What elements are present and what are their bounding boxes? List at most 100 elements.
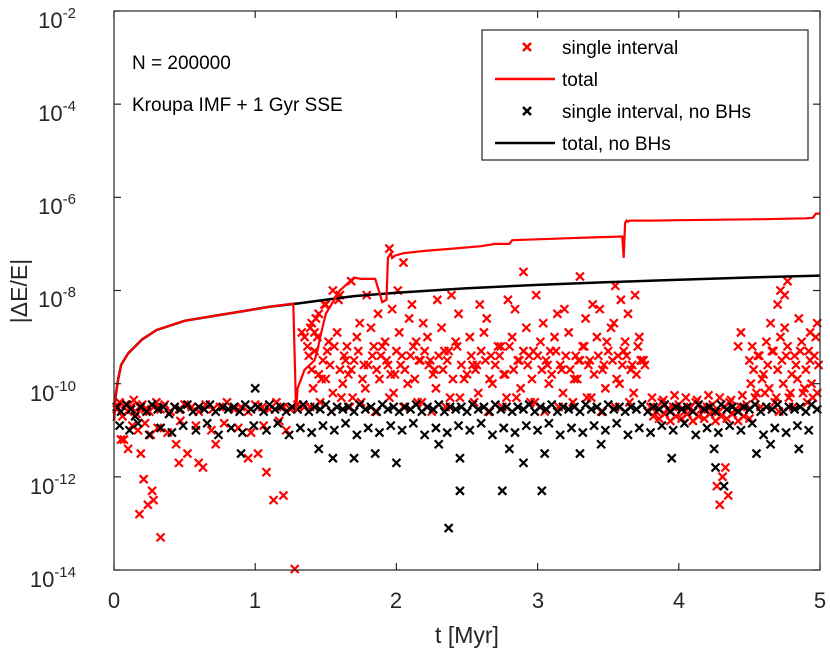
single-interval-point: [784, 392, 794, 403]
series-total-line: [112, 212, 820, 421]
single-interval-point: [380, 336, 390, 347]
single-interval-point: [772, 299, 783, 310]
single-interval-point: [575, 271, 585, 282]
single-interval-no-bhs-point: [476, 418, 486, 429]
single-interval-point: [455, 392, 465, 403]
single-interval-no-bhs-point: [337, 404, 348, 415]
single-interval-no-bhs-point: [722, 404, 732, 415]
single-interval-point: [552, 309, 563, 319]
x-tick-label: 4: [673, 588, 685, 613]
series-single-interval-no-bhs: [112, 383, 822, 533]
single-interval-point: [592, 332, 602, 342]
single-interval-point: [599, 360, 609, 370]
single-interval-no-bhs-point: [626, 402, 636, 412]
single-interval-point: [432, 295, 443, 305]
single-interval-point: [148, 495, 159, 505]
single-interval-no-bhs-point: [175, 404, 186, 415]
single-interval-point: [371, 364, 382, 375]
single-interval-point: [308, 383, 318, 394]
single-interval-point: [481, 313, 492, 324]
y-tick-label: 10-10: [30, 378, 76, 406]
single-interval-point: [772, 364, 783, 375]
single-interval-no-bhs-point: [270, 404, 280, 415]
single-interval-no-bhs-point: [589, 420, 599, 431]
single-interval-point: [528, 346, 539, 356]
single-interval-point: [542, 360, 553, 370]
single-interval-point: [299, 332, 310, 342]
single-interval-point: [133, 425, 143, 436]
single-interval-no-bhs-point: [328, 453, 338, 463]
single-interval-point: [281, 425, 292, 436]
single-interval-point: [425, 355, 436, 366]
single-interval-point: [545, 346, 556, 356]
single-interval-point: [792, 374, 803, 384]
single-interval-point: [289, 564, 300, 574]
single-interval-point: [628, 388, 639, 398]
single-interval-point: [119, 434, 129, 445]
single-interval-point: [616, 295, 626, 305]
x-tick-label: 0: [108, 588, 120, 613]
y-tick-label: 10-2: [38, 5, 76, 33]
single-interval-no-bhs-point: [210, 406, 221, 417]
single-interval-point: [278, 490, 289, 501]
single-interval-point: [384, 243, 395, 254]
single-interval-point: [206, 425, 217, 436]
single-interval-point: [733, 341, 743, 352]
single-interval-point: [328, 285, 338, 296]
single-interval-no-bhs-point: [318, 420, 328, 431]
single-interval-no-bhs-point: [513, 402, 523, 412]
single-interval-point: [779, 322, 790, 333]
single-interval-no-bhs-point: [518, 458, 529, 468]
single-interval-point: [594, 304, 605, 314]
single-interval-point: [527, 374, 537, 384]
single-interval-point: [593, 350, 604, 361]
single-interval-no-bhs-point: [784, 402, 794, 412]
y-axis: 10-14 10-12 10-10 10-8 10-6 10-4 10-2 |Δ…: [6, 5, 76, 592]
single-interval-point: [794, 313, 804, 324]
single-interval-point: [630, 290, 640, 300]
single-interval-point: [549, 332, 560, 342]
single-interval-no-bhs-point: [623, 430, 633, 440]
single-interval-point: [538, 318, 549, 328]
single-interval-point: [775, 332, 786, 342]
single-interval-point: [347, 392, 358, 403]
single-interval-no-bhs-point: [765, 439, 776, 450]
single-interval-no-bhs-point: [504, 444, 515, 454]
single-interval-point: [479, 327, 489, 338]
single-interval-no-bhs-point: [352, 430, 362, 440]
single-interval-point: [603, 346, 613, 356]
single-interval-point: [297, 327, 307, 338]
single-interval-point: [340, 355, 351, 366]
single-interval-no-bhs-point: [433, 439, 444, 450]
y-tick-label: 10-4: [38, 98, 76, 126]
single-interval-point: [390, 369, 400, 380]
single-interval-point: [634, 332, 645, 342]
single-interval-point: [620, 336, 630, 347]
single-interval-no-bhs-point: [284, 430, 294, 440]
annotation-imf: Kroupa IMF + 1 Gyr SSE: [132, 95, 343, 116]
single-interval-point: [429, 364, 440, 375]
single-interval-point: [510, 304, 520, 314]
single-interval-no-bhs-point: [374, 427, 385, 438]
x-tick-label: 3: [532, 588, 544, 613]
single-interval-point: [558, 388, 568, 398]
single-interval-point: [360, 383, 371, 394]
single-interval-no-bhs-point: [329, 425, 340, 436]
single-interval-point: [609, 318, 619, 328]
single-interval-point: [611, 374, 622, 384]
single-interval-point: [459, 374, 469, 384]
single-interval-no-bhs-point: [360, 404, 371, 415]
single-interval-no-bhs-point: [397, 425, 407, 436]
single-interval-point: [750, 392, 760, 403]
single-interval-point: [768, 346, 779, 356]
single-interval-no-bhs-point: [634, 423, 645, 433]
legend-marker-single-interval: [522, 42, 532, 52]
single-interval-point: [521, 322, 532, 333]
single-interval-point: [474, 299, 485, 310]
single-interval-no-bhs-point: [223, 404, 234, 415]
single-interval-point: [507, 332, 517, 342]
single-interval-point: [422, 332, 433, 342]
single-interval-point: [261, 467, 272, 477]
single-interval-point: [486, 350, 496, 361]
